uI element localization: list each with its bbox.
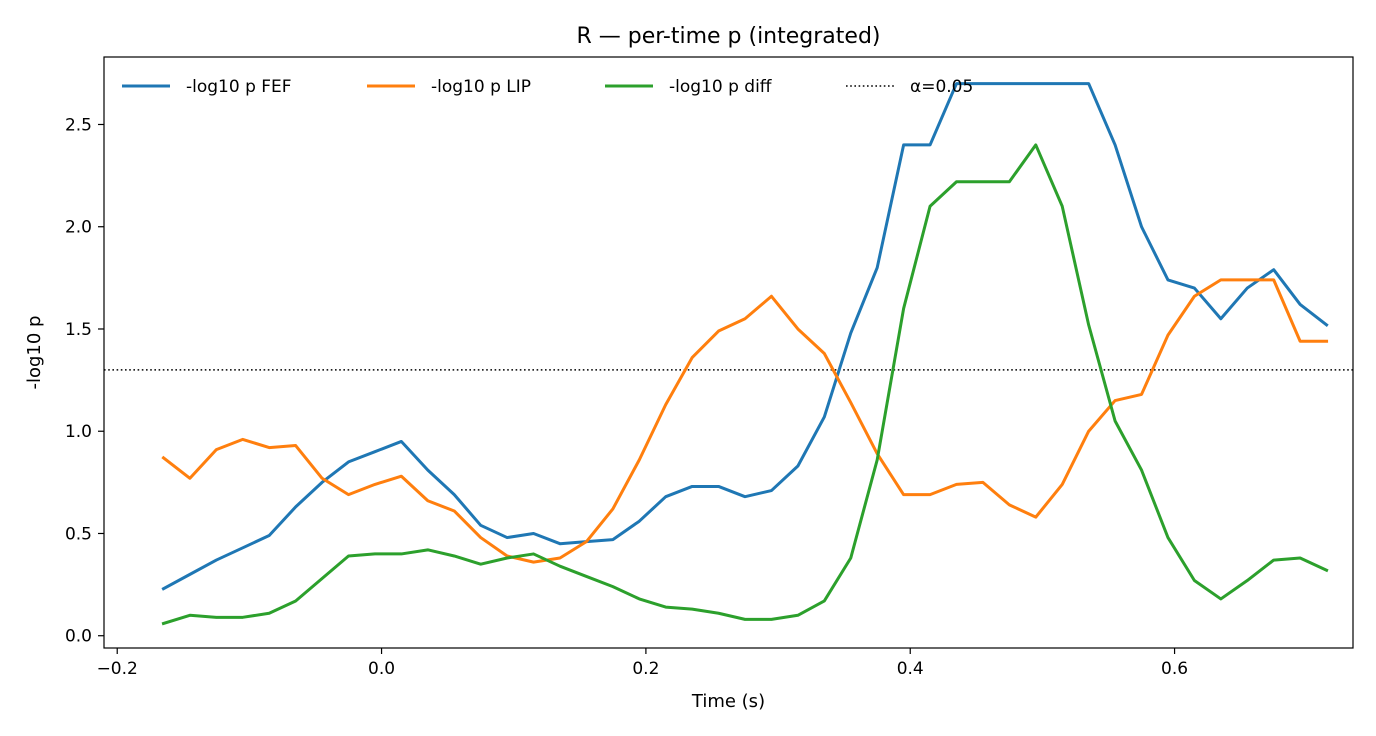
y-tick-label: 0.0 bbox=[65, 627, 92, 647]
y-tick-label: 1.5 bbox=[65, 320, 92, 340]
x-tick-label: 0.4 bbox=[897, 659, 924, 679]
series-line-2 bbox=[161, 143, 1329, 626]
legend-label-0: -log10 p FEF bbox=[186, 77, 292, 97]
y-tick-label: 2.5 bbox=[65, 115, 92, 135]
y-axis: 0.0 0.5 1.0 1.5 2.0 2.5 bbox=[65, 115, 104, 647]
chart-title: R — per-time p (integrated) bbox=[576, 24, 880, 49]
y-tick-label: 0.5 bbox=[65, 524, 92, 544]
legend: -log10 p FEF -log10 p LIP -log10 p diff α=0… bbox=[122, 77, 973, 97]
x-tick-label: 0.0 bbox=[368, 659, 395, 679]
x-tick-label: 0.6 bbox=[1161, 659, 1188, 679]
legend-label-2: -log10 p diff bbox=[669, 77, 773, 97]
x-axis-label: Time (s) bbox=[691, 691, 765, 712]
plot-area bbox=[104, 82, 1353, 626]
x-tick-label: 0.2 bbox=[632, 659, 659, 679]
x-axis: −0.2 0.0 0.2 0.4 0.6 bbox=[97, 648, 1188, 679]
series-line-0 bbox=[161, 82, 1329, 591]
y-tick-label: 2.0 bbox=[65, 218, 92, 238]
y-tick-label: 1.0 bbox=[65, 422, 92, 442]
series-line-1 bbox=[161, 278, 1329, 564]
axes-frame bbox=[103, 56, 1354, 649]
y-axis-label: -log10 p bbox=[24, 316, 45, 390]
legend-label-1: -log10 p LIP bbox=[431, 77, 531, 97]
x-tick-label: −0.2 bbox=[97, 659, 138, 679]
legend-label-3: α=0.05 bbox=[910, 77, 973, 97]
